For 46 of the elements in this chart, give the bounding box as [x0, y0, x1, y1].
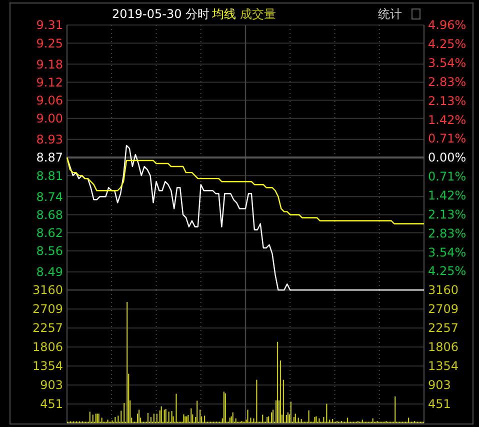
y-tick-label: 451	[40, 397, 63, 412]
y-tick-label: 8.74	[36, 190, 63, 204]
y-tick-label: 1354	[32, 359, 63, 374]
y2-tick-label: 2.13%	[428, 208, 466, 222]
y2-tick-label: 2257	[428, 321, 459, 336]
y2-tick-label: 2.83%	[428, 75, 466, 90]
y2-tick-label: 3.54%	[428, 56, 466, 70]
y2-tick-label: 4.96%	[428, 18, 466, 32]
y-tick-label: 8.87	[36, 150, 63, 165]
y2-tick-label: 3.54%	[428, 245, 466, 260]
y2-tick-label: 0.00%	[428, 150, 466, 165]
y-tick-label: 2257	[32, 321, 63, 336]
text: 成交量	[240, 7, 276, 21]
y-tick-label: 9.06	[36, 93, 63, 108]
y2-tick-label: 3160	[428, 283, 459, 298]
y2-tick-label: 2709	[428, 302, 459, 316]
y2-tick-label: 4.25%	[428, 264, 466, 278]
y2-tick-label: 2.83%	[428, 226, 466, 240]
y2-tick-label: 0.71%	[428, 170, 466, 184]
y2-tick-label: 1.42%	[428, 112, 466, 127]
text: 均线	[211, 7, 236, 21]
y-tick-label: 8.93	[36, 132, 63, 147]
y-tick-label: 8.62	[36, 226, 63, 240]
y-tick-label: 9.18	[36, 57, 63, 72]
y2-tick-label: 1.42%	[428, 188, 466, 203]
y-tick-label: 9.31	[36, 18, 63, 32]
y2-tick-label: 903	[428, 378, 451, 392]
y-tick-label: 8.49	[36, 265, 63, 280]
y-tick-label: 2709	[32, 302, 63, 316]
y-tick-label: 9.00	[36, 112, 63, 126]
text: 统计	[378, 7, 402, 21]
chart-title: 2019-05-30 分时	[112, 7, 210, 21]
y2-tick-label: 451	[428, 397, 451, 412]
y-tick-label: 8.68	[36, 208, 63, 222]
y-tick-label: 903	[40, 378, 63, 392]
y2-tick-label: 1354	[428, 359, 459, 374]
y-tick-label: 9.12	[36, 75, 63, 90]
y2-tick-label: 2.13%	[428, 94, 466, 108]
y2-tick-label: 1806	[428, 340, 459, 354]
y2-tick-label: 0.71%	[428, 132, 466, 146]
y-tick-label: 1806	[32, 340, 63, 354]
y2-tick-label: 4.25%	[428, 37, 466, 52]
y-tick-label: 9.25	[36, 36, 63, 50]
y-tick-label: 8.81	[36, 168, 63, 183]
y-tick-label: 3160	[32, 283, 63, 298]
y-tick-label: 8.56	[36, 244, 63, 258]
